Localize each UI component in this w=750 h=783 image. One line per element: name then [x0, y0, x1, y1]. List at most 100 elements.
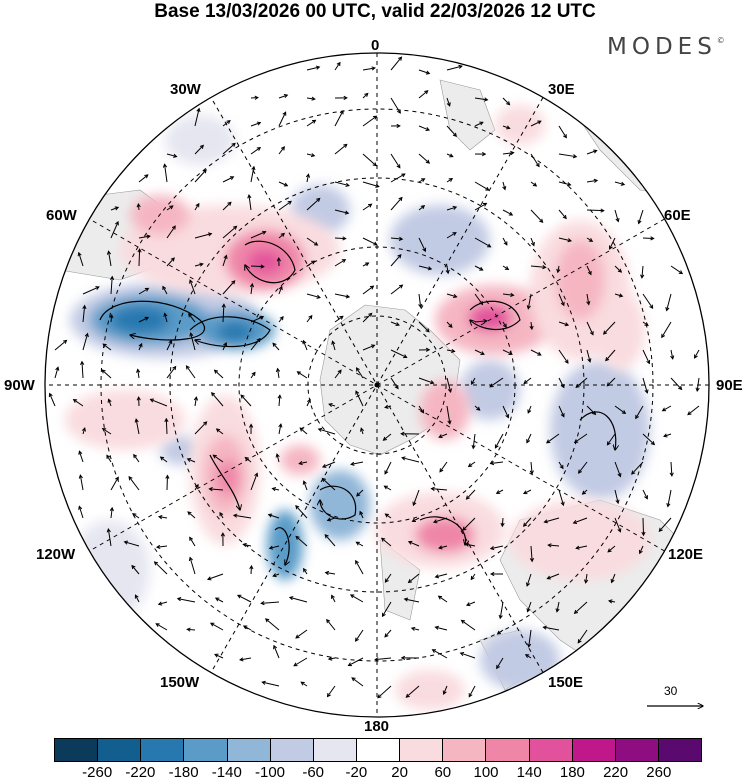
- wind-vector: [374, 657, 392, 662]
- wind-vector: [189, 279, 196, 295]
- wind-vector: [390, 236, 404, 241]
- wind-vector: [403, 597, 420, 603]
- wind-vector: [250, 371, 256, 379]
- wind-vector: [382, 433, 392, 441]
- wind-vector: [82, 332, 89, 351]
- wind-vector: [462, 517, 476, 531]
- meridian-line: [89, 218, 665, 552]
- wind-vector: [72, 398, 84, 407]
- wind-vector: [278, 423, 283, 435]
- lon-label-120w: 120W: [36, 546, 76, 563]
- wind-vector: [194, 232, 213, 239]
- wind-vector: [82, 286, 100, 295]
- wind-vector: [605, 349, 616, 362]
- page-title: Base 13/03/2026 00 UTC, valid 22/03/2026…: [154, 1, 596, 22]
- wind-vector: [695, 377, 700, 392]
- wind-vector: [614, 181, 626, 186]
- wind-vector: [418, 125, 430, 131]
- wind-vector: [109, 313, 114, 323]
- wind-vector: [446, 321, 453, 328]
- wind-vector: [334, 143, 348, 155]
- wind-vector: [107, 398, 112, 407]
- wind-vector: [670, 377, 683, 391]
- wind-vector: [418, 69, 431, 75]
- wind-vector: [278, 146, 285, 155]
- wind-vector: [500, 517, 505, 528]
- wind-vector: [138, 234, 151, 239]
- wind-vector: [244, 456, 252, 463]
- wind-vector: [606, 433, 616, 446]
- wind-vector: [405, 685, 420, 698]
- wind-vector: [614, 209, 620, 223]
- wind-vector: [101, 369, 112, 379]
- wind-vector: [356, 489, 364, 497]
- wind-vector: [249, 282, 255, 295]
- wind-vector: [523, 377, 532, 385]
- lon-label-30w: 30W: [170, 81, 201, 98]
- wind-vector: [496, 629, 504, 635]
- wind-vector: [465, 601, 476, 607]
- wind-vector: [642, 321, 649, 327]
- wind-vector: [545, 433, 560, 444]
- wind-vector: [502, 125, 511, 130]
- wind-vector: [163, 312, 168, 323]
- wind-vector: [530, 349, 542, 356]
- wind-vector: [206, 573, 224, 581]
- wind-vector: [194, 107, 201, 127]
- wind-vector: [153, 561, 168, 575]
- wind-vector: [529, 461, 534, 475]
- colorbar-cell: [227, 739, 271, 761]
- wind-vector: [166, 365, 177, 379]
- wind-vector: [306, 293, 321, 299]
- wind-vector: [418, 90, 429, 99]
- wind-vector: [614, 489, 620, 505]
- wind-vector: [577, 461, 588, 474]
- colorbar-tick-label: 260: [646, 764, 672, 781]
- wind-vector: [109, 506, 114, 519]
- colorbar-cell: [184, 739, 228, 761]
- wind-vector: [641, 517, 646, 537]
- wind-vector: [522, 517, 532, 527]
- wind-vector: [575, 377, 588, 389]
- wind-vector: [302, 480, 308, 491]
- wind-vector: [159, 456, 168, 463]
- wind-vector: [502, 265, 510, 271]
- wind-vector: [355, 559, 364, 575]
- colorbar-tick-label: 20: [391, 764, 408, 781]
- wind-vector: [525, 573, 532, 587]
- wind-vector: [166, 257, 175, 267]
- wind-vector: [558, 321, 570, 327]
- wind-vector: [558, 349, 569, 364]
- wind-vector: [189, 536, 196, 547]
- wind-vector: [642, 236, 655, 241]
- wind-vector: [188, 313, 196, 323]
- wind-vector: [384, 629, 392, 638]
- wind-vector: [268, 545, 280, 550]
- wind-vector: [434, 573, 448, 579]
- wind-vector: [288, 596, 308, 603]
- wind-vector: [240, 394, 252, 407]
- wind-vector: [222, 342, 227, 351]
- wind-vector: [278, 232, 285, 239]
- lon-label-0: 0: [371, 37, 380, 54]
- wind-vector: [222, 280, 236, 295]
- wind-vector: [355, 367, 364, 379]
- colorbar-cell: [529, 739, 573, 761]
- colorbar-cell: [615, 739, 659, 761]
- wind-vector: [558, 461, 564, 470]
- wind-vector: [194, 421, 208, 435]
- colorbar-cell: [443, 739, 487, 761]
- wind-vector: [166, 225, 176, 239]
- lon-label-60w: 60W: [46, 207, 77, 224]
- lon-label-90w: 90W: [4, 377, 35, 394]
- wind-vector: [242, 542, 252, 548]
- wind-vector: [542, 625, 560, 631]
- wind-vector: [467, 461, 476, 468]
- wind-vector: [236, 594, 252, 603]
- wind-vector: [577, 629, 588, 644]
- wind-vector: [390, 321, 400, 327]
- wind-vector: [470, 573, 476, 581]
- wind-vector: [334, 209, 350, 215]
- colorbar-cell: [356, 739, 401, 761]
